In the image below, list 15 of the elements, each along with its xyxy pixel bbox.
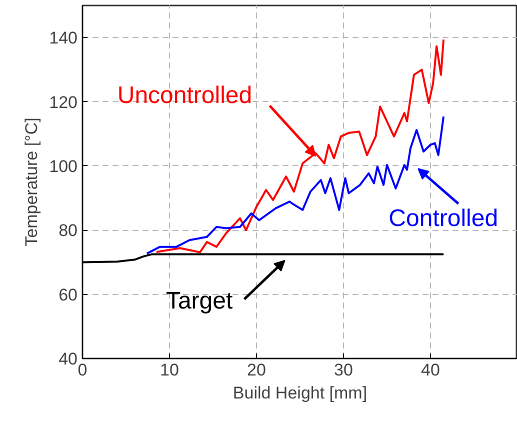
x-tick-label: 40 — [421, 360, 440, 380]
y-axis-title: Temperature [°C] — [22, 118, 42, 246]
annotation: Controlled — [388, 205, 498, 232]
y-tick-label: 80 — [58, 221, 78, 240]
annotation: Target — [166, 288, 233, 315]
y-tick-label: 100 — [49, 156, 78, 176]
x-tick-label: 0 — [78, 360, 88, 380]
x-tick-label: 30 — [334, 360, 353, 380]
x-axis-title: Build Height [mm] — [232, 384, 368, 402]
annotation: Uncontrolled — [117, 82, 252, 110]
x-tick-label: 10 — [160, 360, 179, 380]
y-tick-label: 140 — [49, 28, 78, 48]
y-tick-label: 60 — [58, 285, 78, 304]
y-tick-label: 120 — [49, 92, 78, 112]
x-tick-label: 20 — [247, 360, 266, 380]
